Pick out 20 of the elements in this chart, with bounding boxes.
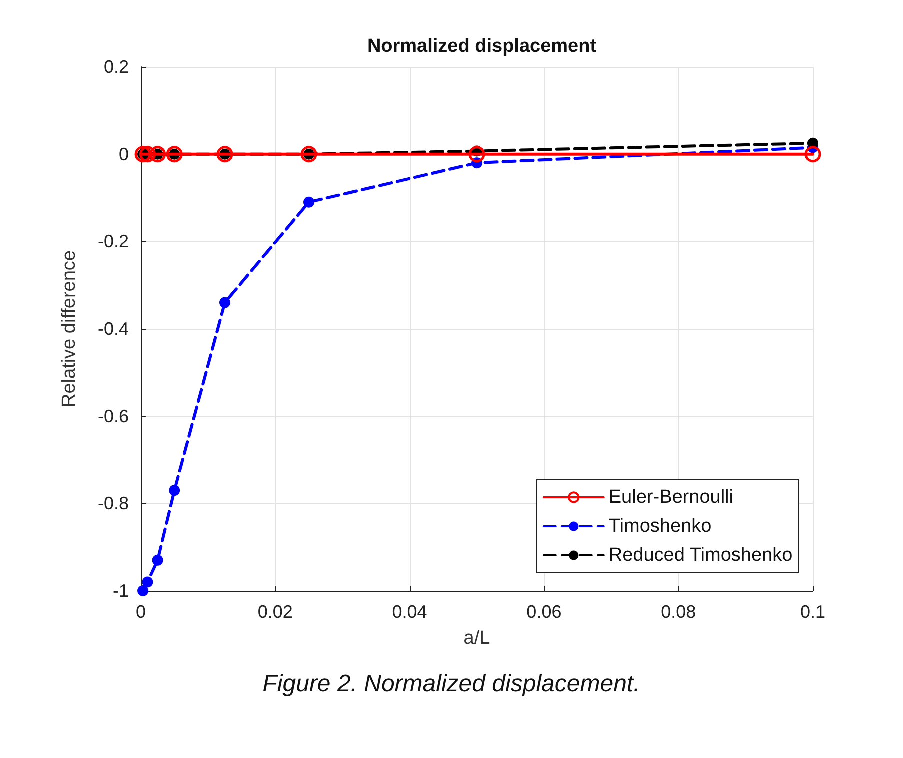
legend-label: Reduced Timoshenko — [608, 545, 793, 566]
caption: Figure 2. Normalized displacement. — [262, 670, 640, 698]
x-tick-label: 0.02 — [258, 602, 293, 622]
y-axis-title: Relative difference — [59, 250, 80, 408]
y-tick-label: -0.2 — [98, 232, 129, 252]
legend-label: Euler-Bernoulli — [608, 487, 734, 508]
y-tick-label: -1 — [112, 581, 129, 601]
chart-title: Normalized displacement — [367, 36, 598, 57]
y-tick-label: -0.4 — [98, 319, 129, 339]
y-tick-label: 0.2 — [104, 57, 129, 77]
y-tick-label: -0.6 — [98, 406, 129, 426]
x-tick-label: 0.1 — [800, 602, 826, 622]
x-tick-label: 0 — [136, 602, 146, 622]
x-axis-title: a/L — [464, 628, 490, 649]
legend-label: Timoshenko — [608, 516, 712, 537]
y-tick-label: 0 — [118, 144, 129, 164]
x-tick-label: 0.04 — [392, 602, 428, 622]
y-tick-label: -0.8 — [98, 494, 129, 514]
x-tick-label: 0.08 — [661, 602, 696, 622]
x-tick-label: 0.06 — [526, 602, 562, 622]
